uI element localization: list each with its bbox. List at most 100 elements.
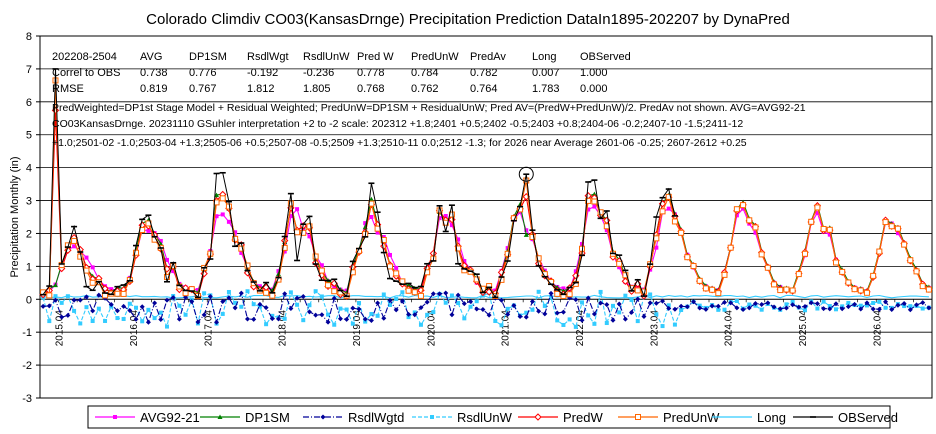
data-point [244, 262, 251, 269]
data-point [101, 284, 109, 293]
data-point [665, 193, 672, 200]
data-point [852, 301, 858, 307]
data-point [276, 269, 281, 274]
table-cell: 0.000 [580, 83, 608, 95]
x-tick-label: 2023.04 [649, 310, 660, 347]
data-point [753, 230, 758, 235]
data-point [585, 197, 592, 204]
data-point [368, 317, 374, 323]
data-point [46, 292, 53, 299]
data-point [616, 260, 623, 267]
data-point [251, 316, 257, 322]
data-point [882, 219, 889, 226]
table-cell: 1.783 [532, 83, 560, 95]
data-point [431, 310, 436, 315]
data-point [727, 244, 734, 251]
data-point [715, 290, 722, 297]
data-point [207, 294, 213, 300]
data-point [908, 304, 913, 309]
data-point [790, 302, 796, 308]
data-point [120, 290, 127, 297]
data-point [505, 306, 510, 311]
table-header-cell: RsdlWgt [247, 51, 289, 63]
data-point [344, 316, 350, 322]
data-point [535, 255, 542, 262]
data-point [771, 281, 778, 288]
data-point [374, 225, 381, 232]
annotation-line: PredWeighted=DP1st Stage Model + Residua… [52, 102, 806, 114]
data-point [604, 228, 609, 233]
data-point [356, 306, 362, 312]
data-point [417, 292, 424, 299]
data-point [133, 249, 140, 256]
data-point [536, 289, 541, 294]
data-point [529, 234, 536, 241]
data-point [245, 289, 250, 294]
data-point [375, 300, 381, 306]
legend-label: PredW [563, 410, 603, 425]
data-point [734, 298, 739, 303]
data-point [53, 294, 58, 299]
data-point [764, 264, 771, 271]
data-point [375, 230, 380, 235]
data-point [300, 293, 306, 299]
data-point [635, 296, 641, 302]
data-point [350, 305, 356, 311]
data-point [523, 232, 529, 237]
data-point [702, 285, 709, 292]
data-point [443, 290, 449, 296]
data-point [802, 250, 809, 257]
data-point [319, 294, 324, 299]
data-point [319, 263, 324, 268]
data-point [294, 295, 300, 301]
data-point [84, 255, 89, 260]
data-point [363, 221, 368, 226]
data-point [474, 306, 480, 312]
data-point [622, 316, 628, 322]
data-point [399, 298, 405, 304]
data-point [406, 282, 412, 288]
data-point [306, 309, 312, 315]
data-point [808, 218, 815, 225]
data-point [894, 225, 901, 232]
y-tick-label: -2 [22, 360, 32, 372]
data-point [461, 301, 467, 307]
data-point [498, 297, 504, 303]
data-point [895, 231, 900, 236]
data-point [827, 304, 832, 309]
data-point [617, 310, 622, 315]
data-point [405, 287, 412, 294]
data-point [783, 286, 790, 293]
table-cell: 1.812 [247, 83, 275, 95]
data-point [200, 269, 208, 278]
data-point [338, 306, 343, 311]
data-point [555, 318, 560, 323]
data-point [220, 212, 225, 217]
data-point [393, 307, 399, 313]
data-point [294, 229, 301, 236]
data-point [486, 312, 492, 318]
data-point [59, 314, 65, 320]
data-point [337, 316, 343, 322]
data-point [295, 302, 300, 307]
data-point [734, 213, 739, 218]
legend-item: RsdlWgtd [303, 410, 404, 425]
data-point [579, 317, 585, 323]
data-point [264, 322, 269, 327]
table-cell: 0.778 [357, 67, 385, 79]
data-point [306, 223, 313, 230]
data-point [795, 271, 802, 278]
x-tick-label: 2022.04 [575, 310, 586, 347]
data-point [524, 310, 529, 315]
data-point [301, 318, 306, 323]
data-point [78, 321, 83, 326]
data-point [616, 301, 622, 307]
legend-item: PredUnW [618, 410, 720, 425]
data-point [368, 196, 374, 202]
y-tick-label: 4 [26, 163, 32, 175]
data-point [586, 313, 591, 318]
data-point [189, 299, 195, 305]
data-point [406, 315, 411, 320]
data-point [232, 235, 239, 242]
